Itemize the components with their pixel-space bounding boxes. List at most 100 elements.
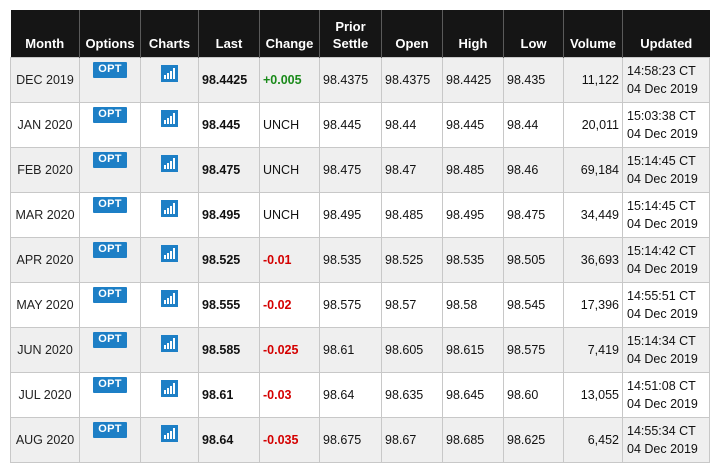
cell-month: DEC 2019 (10, 56, 80, 103)
cell-charts (140, 101, 199, 148)
cell-charts (140, 56, 199, 103)
cell-prior-settle: 98.4375 (319, 56, 382, 103)
cell-open: 98.4375 (381, 56, 443, 103)
cell-low: 98.505 (503, 236, 564, 283)
updated-date: 04 Dec 2019 (627, 126, 698, 141)
cell-high: 98.615 (442, 326, 504, 373)
bar-chart-icon[interactable] (161, 380, 178, 397)
cell-open: 98.44 (381, 101, 443, 148)
cell-volume: 6,452 (563, 416, 623, 463)
cell-low: 98.435 (503, 56, 564, 103)
cell-prior-settle: 98.475 (319, 146, 382, 193)
bar-chart-icon[interactable] (161, 110, 178, 127)
updated-date: 04 Dec 2019 (627, 216, 698, 231)
bar-chart-icon[interactable] (161, 155, 178, 172)
cell-change: UNCH (259, 191, 320, 238)
options-button[interactable]: OPT (93, 332, 127, 348)
cell-change: -0.025 (259, 326, 320, 373)
table-body: DEC 2019 OPT 98.4425 +0.005 98.4375 98.4375 98… (10, 56, 710, 463)
header-high[interactable]: High (442, 10, 504, 57)
updated-time: 14:58:23 CT (627, 63, 696, 78)
cell-change: -0.02 (259, 281, 320, 328)
updated-time: 15:14:42 CT (627, 243, 696, 258)
cell-change: -0.035 (259, 416, 320, 463)
cell-high: 98.645 (442, 371, 504, 418)
cell-options: OPT (79, 371, 141, 418)
cell-last: 98.495 (198, 191, 260, 238)
header-options: Options (79, 10, 141, 57)
table-header: Month Options Charts Last Change Prior Se… (10, 10, 710, 57)
updated-time: 14:55:51 CT (627, 288, 696, 303)
cell-charts (140, 236, 199, 283)
cell-month: JUL 2020 (10, 371, 80, 418)
cell-last: 98.61 (198, 371, 260, 418)
header-low[interactable]: Low (503, 10, 564, 57)
cell-low: 98.575 (503, 326, 564, 373)
cell-month: MAY 2020 (10, 281, 80, 328)
cell-updated: 14:51:08 CT 04 Dec 2019 (622, 371, 710, 418)
cell-high: 98.58 (442, 281, 504, 328)
cell-last: 98.4425 (198, 56, 260, 103)
options-button[interactable]: OPT (93, 377, 127, 393)
bar-chart-icon[interactable] (161, 200, 178, 217)
cell-updated: 15:03:38 CT 04 Dec 2019 (622, 101, 710, 148)
bar-chart-icon[interactable] (161, 245, 178, 262)
header-prior-settle[interactable]: Prior Settle (319, 10, 382, 57)
updated-date: 04 Dec 2019 (627, 306, 698, 321)
header-updated[interactable]: Updated (622, 10, 710, 57)
cell-updated: 14:58:23 CT 04 Dec 2019 (622, 56, 710, 103)
cell-volume: 11,122 (563, 56, 623, 103)
table-row: MAR 2020 OPT 98.495 UNCH 98.495 98.485 98.495 9… (10, 191, 710, 238)
table-row: JAN 2020 OPT 98.445 UNCH 98.445 98.44 98.445 98… (10, 101, 710, 148)
options-button[interactable]: OPT (93, 152, 127, 168)
header-volume[interactable]: Volume (563, 10, 623, 57)
cell-high: 98.485 (442, 146, 504, 193)
cell-last: 98.555 (198, 281, 260, 328)
options-button[interactable]: OPT (93, 107, 127, 123)
cell-options: OPT (79, 191, 141, 238)
cell-change: -0.03 (259, 371, 320, 418)
options-button[interactable]: OPT (93, 197, 127, 213)
options-button[interactable]: OPT (93, 422, 127, 438)
updated-date: 04 Dec 2019 (627, 261, 698, 276)
cell-updated: 15:14:42 CT 04 Dec 2019 (622, 236, 710, 283)
options-button[interactable]: OPT (93, 62, 127, 78)
header-charts: Charts (140, 10, 199, 57)
cell-options: OPT (79, 416, 141, 463)
cell-options: OPT (79, 281, 141, 328)
header-month[interactable]: Month (10, 10, 80, 57)
header-change[interactable]: Change (259, 10, 320, 57)
cell-month: JAN 2020 (10, 101, 80, 148)
options-button[interactable]: OPT (93, 242, 127, 258)
cell-high: 98.445 (442, 101, 504, 148)
cell-high: 98.535 (442, 236, 504, 283)
header-last[interactable]: Last (198, 10, 260, 57)
cell-charts (140, 326, 199, 373)
cell-month: APR 2020 (10, 236, 80, 283)
cell-charts (140, 146, 199, 193)
cell-open: 98.525 (381, 236, 443, 283)
cell-low: 98.44 (503, 101, 564, 148)
cell-change: UNCH (259, 101, 320, 148)
header-settle-line: Settle (332, 35, 369, 51)
cell-options: OPT (79, 56, 141, 103)
options-button[interactable]: OPT (93, 287, 127, 303)
cell-prior-settle: 98.535 (319, 236, 382, 283)
bar-chart-icon[interactable] (161, 335, 178, 352)
bar-chart-icon[interactable] (161, 65, 178, 82)
table-row: AUG 2020 OPT 98.64 -0.035 98.675 98.67 98.685 9… (10, 416, 710, 463)
cell-prior-settle: 98.61 (319, 326, 382, 373)
cell-low: 98.545 (503, 281, 564, 328)
cell-last: 98.64 (198, 416, 260, 463)
cell-charts (140, 371, 199, 418)
futures-quotes-table: Month Options Charts Last Change Prior Se… (10, 10, 710, 463)
bar-chart-icon[interactable] (161, 290, 178, 307)
cell-low: 98.60 (503, 371, 564, 418)
cell-updated: 15:14:45 CT 04 Dec 2019 (622, 146, 710, 193)
bar-chart-icon[interactable] (161, 425, 178, 442)
header-open[interactable]: Open (381, 10, 443, 57)
updated-date: 04 Dec 2019 (627, 81, 698, 96)
cell-volume: 69,184 (563, 146, 623, 193)
cell-last: 98.475 (198, 146, 260, 193)
cell-low: 98.625 (503, 416, 564, 463)
